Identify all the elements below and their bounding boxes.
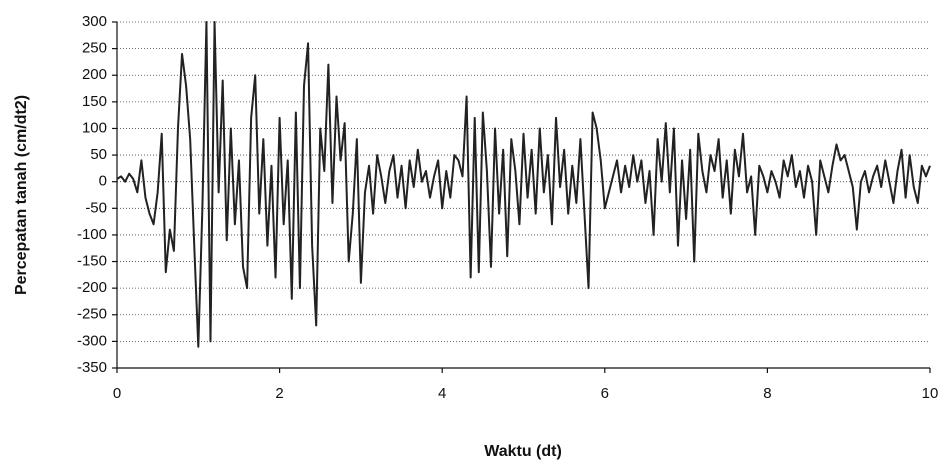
x-tick-label: 0 (113, 385, 121, 402)
x-axis-title: Waktu (dt) (484, 443, 562, 460)
x-tick-label: 8 (763, 385, 771, 402)
data-line (117, 22, 930, 347)
y-tick-label: 150 (82, 93, 107, 110)
y-tick-label: 100 (82, 119, 107, 136)
y-tick-label: -100 (77, 226, 107, 243)
y-tick-label: 200 (82, 66, 107, 83)
y-tick-label: -50 (85, 199, 107, 216)
y-tick-label: 50 (90, 146, 107, 163)
x-tick-label: 4 (438, 385, 446, 402)
y-axis-title: Percepatan tanah (cm/dt2) (13, 95, 30, 295)
x-tick-label: 2 (275, 385, 283, 402)
x-tick-label: 6 (601, 385, 609, 402)
y-tick-label: 0 (99, 173, 107, 190)
y-tick-label: -150 (77, 253, 107, 270)
y-tick-label: 250 (82, 40, 107, 57)
y-tick-label: -350 (77, 359, 107, 376)
y-tick-label: -300 (77, 332, 107, 349)
y-tick-label: -250 (77, 306, 107, 323)
chart: Waktu (dt) Percepatan tanah (cm/dt2) -35… (0, 0, 940, 467)
y-tick-label: -200 (77, 279, 107, 296)
x-tick-label: 10 (922, 385, 939, 402)
y-tick-label: 300 (82, 13, 107, 30)
